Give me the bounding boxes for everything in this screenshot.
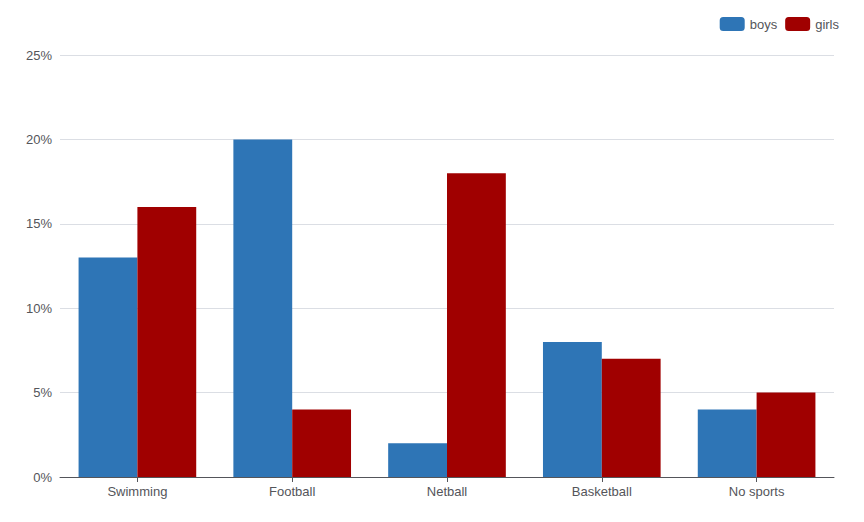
svg-text:20%: 20% <box>26 132 52 147</box>
svg-text:Basketball: Basketball <box>572 484 632 499</box>
svg-text:No sports: No sports <box>729 484 785 499</box>
svg-text:25%: 25% <box>26 48 52 63</box>
svg-text:girls: girls <box>815 17 839 32</box>
svg-text:Football: Football <box>269 484 315 499</box>
svg-text:10%: 10% <box>26 301 52 316</box>
svg-text:Swimming: Swimming <box>107 484 167 499</box>
svg-text:boys: boys <box>750 17 778 32</box>
svg-text:15%: 15% <box>26 216 52 231</box>
svg-text:5%: 5% <box>33 385 52 400</box>
svg-text:Netball: Netball <box>427 484 468 499</box>
svg-text:0%: 0% <box>33 470 52 485</box>
